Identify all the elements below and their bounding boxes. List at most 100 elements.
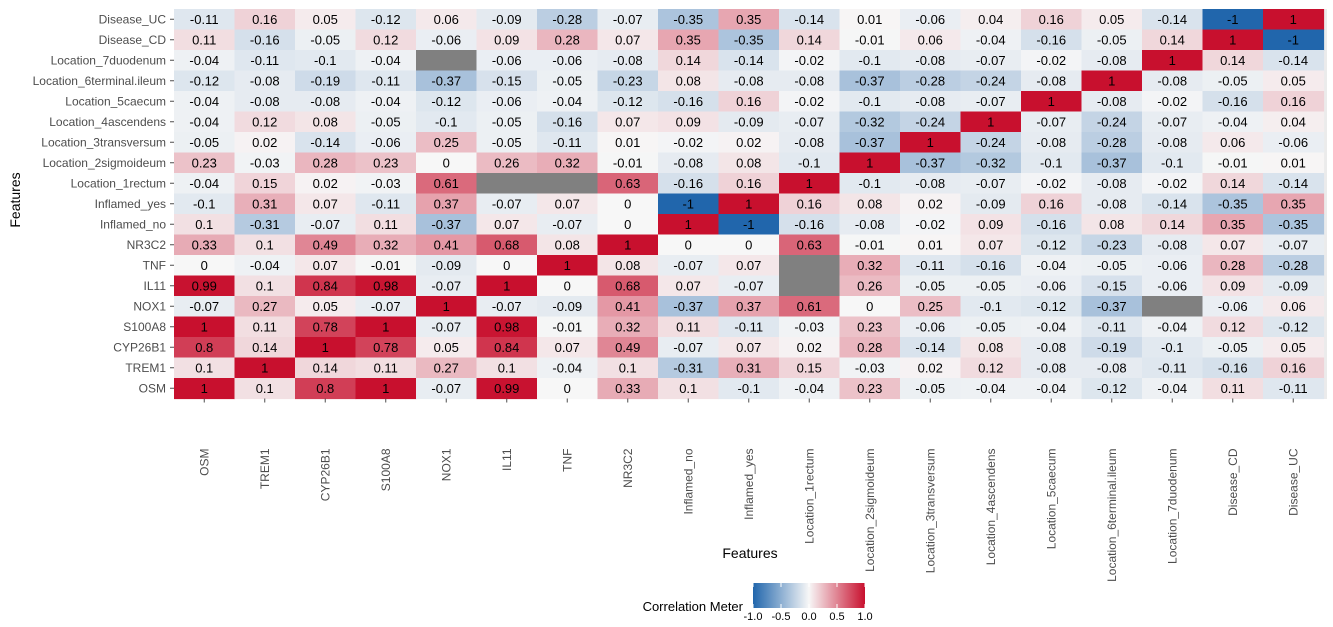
heatmap-cell — [416, 193, 478, 215]
cell-value-label: 1 — [382, 319, 389, 334]
cell-value-label: 0.14 — [1220, 53, 1245, 68]
heatmap-cell — [1202, 296, 1264, 318]
heatmap-cell — [537, 337, 599, 359]
heatmap-cell — [537, 378, 599, 400]
cell-value-label: 0.11 — [374, 217, 398, 232]
heatmap-cell — [234, 378, 296, 400]
cell-value-label: -0.08 — [250, 73, 280, 88]
heatmap-cell — [295, 357, 357, 379]
heatmap-cell — [960, 357, 1022, 379]
y-tick-label: TNF — [143, 258, 166, 272]
heatmap-cell — [295, 378, 357, 400]
heatmap-cells — [174, 9, 1325, 400]
cell-value-label: 0.28 — [1220, 258, 1245, 273]
cell-value-label: -0.08 — [1097, 176, 1127, 191]
cell-value-label: -0.07 — [1157, 114, 1187, 129]
heatmap-cell — [416, 234, 478, 256]
heatmap-cell — [658, 255, 720, 277]
cell-value-label: -0.01 — [1218, 155, 1248, 170]
heatmap-cell — [416, 50, 478, 72]
y-tick-label: Inflamed_yes — [95, 197, 166, 211]
cell-value-label: 0 — [624, 196, 631, 211]
cell-value-label: 0.02 — [252, 135, 277, 150]
heatmap-cell — [779, 29, 841, 51]
x-tick-label: Location_7duodenum — [1165, 449, 1179, 564]
heatmap-cell — [355, 173, 417, 195]
heatmap-cell — [597, 173, 659, 195]
heatmap-cell — [779, 193, 841, 215]
heatmap-cell — [1081, 70, 1143, 92]
heatmap-cell — [900, 70, 962, 92]
cell-value-label: 0.08 — [736, 155, 761, 170]
cell-value-label: -0.16 — [552, 114, 582, 129]
cell-value-label: -0.02 — [794, 94, 824, 109]
heatmap-cell — [537, 70, 599, 92]
heatmap-cell — [597, 132, 659, 154]
cell-value-label: -0.08 — [1036, 135, 1066, 150]
heatmap-cell — [900, 9, 962, 31]
cell-value-label: -0.05 — [492, 135, 522, 150]
heatmap-cell — [234, 29, 296, 51]
heatmap-cell — [658, 214, 720, 236]
cell-value-label: 0.16 — [1039, 12, 1064, 27]
heatmap-cell — [718, 91, 780, 113]
heatmap-cell — [1021, 193, 1083, 215]
cell-value-label: 0.49 — [313, 237, 338, 252]
heatmap-cell — [476, 357, 538, 379]
cell-value-label: 0.04 — [978, 12, 1003, 27]
heatmap-cell — [960, 214, 1022, 236]
cell-value-label: -0.04 — [552, 94, 582, 109]
heatmap-cell — [174, 50, 236, 72]
cell-value-label: 0.07 — [615, 114, 640, 129]
heatmap-cell — [597, 111, 659, 133]
cell-value-label: 0.07 — [736, 340, 761, 355]
heatmap-cell — [839, 29, 901, 51]
cell-value-label: -0.12 — [431, 94, 461, 109]
heatmap-cell — [597, 255, 659, 277]
heatmap-cell — [476, 132, 538, 154]
cell-value-label: -1 — [743, 217, 755, 232]
heatmap-cell — [1021, 173, 1083, 195]
heatmap-cell — [718, 357, 780, 379]
heatmap-cell — [234, 70, 296, 92]
cell-value-label: -0.06 — [915, 319, 945, 334]
heatmap-cell — [597, 275, 659, 297]
cell-value-label: 0.01 — [857, 12, 882, 27]
cell-value-label: 0.33 — [615, 381, 640, 396]
cell-value-label: 0 — [503, 258, 510, 273]
cell-value-label: -0.14 — [734, 53, 764, 68]
heatmap-cell — [1142, 214, 1204, 236]
heatmap-cell — [718, 132, 780, 154]
cell-value-label: -0.37 — [431, 217, 461, 232]
cell-value-label: 1 — [1108, 73, 1115, 88]
heatmap-cell — [1142, 111, 1204, 133]
heatmap-cell — [779, 173, 841, 195]
heatmap-cell — [1142, 50, 1204, 72]
heatmap-cell — [1081, 173, 1143, 195]
cell-value-label: 0.05 — [1281, 340, 1306, 355]
cell-value-label: -0.08 — [1097, 53, 1127, 68]
heatmap-cell — [658, 193, 720, 215]
heatmap-cell — [597, 193, 659, 215]
legend-tick-label: 0.5 — [829, 611, 844, 623]
heatmap-cell — [234, 193, 296, 215]
heatmap-cell — [960, 234, 1022, 256]
cell-value-label: 1 — [927, 135, 934, 150]
cell-value-label: -0.05 — [976, 278, 1006, 293]
cell-value-label: -0.1 — [314, 53, 336, 68]
heatmap-cell — [537, 214, 599, 236]
heatmap-cell — [355, 9, 417, 31]
cell-value-label: -0.04 — [1157, 381, 1187, 396]
heatmap-cell — [1021, 296, 1083, 318]
cell-value-label: -0.14 — [1157, 196, 1187, 211]
cell-value-label: 0.25 — [434, 135, 459, 150]
heatmap-cell — [960, 173, 1022, 195]
heatmap-cell — [900, 357, 962, 379]
cell-value-label: -0.06 — [492, 94, 522, 109]
cell-value-label: -0.04 — [189, 176, 219, 191]
heatmap-cell-labels: -0.11 0.16 0.05 -0.12 0.06 -0.09 -0.28 -0.07 -0.… — [189, 12, 1308, 396]
legend-colorbar — [753, 583, 865, 608]
cell-value-label: -0.12 — [189, 73, 219, 88]
heatmap-cell — [416, 132, 478, 154]
heatmap-cell — [476, 296, 538, 318]
